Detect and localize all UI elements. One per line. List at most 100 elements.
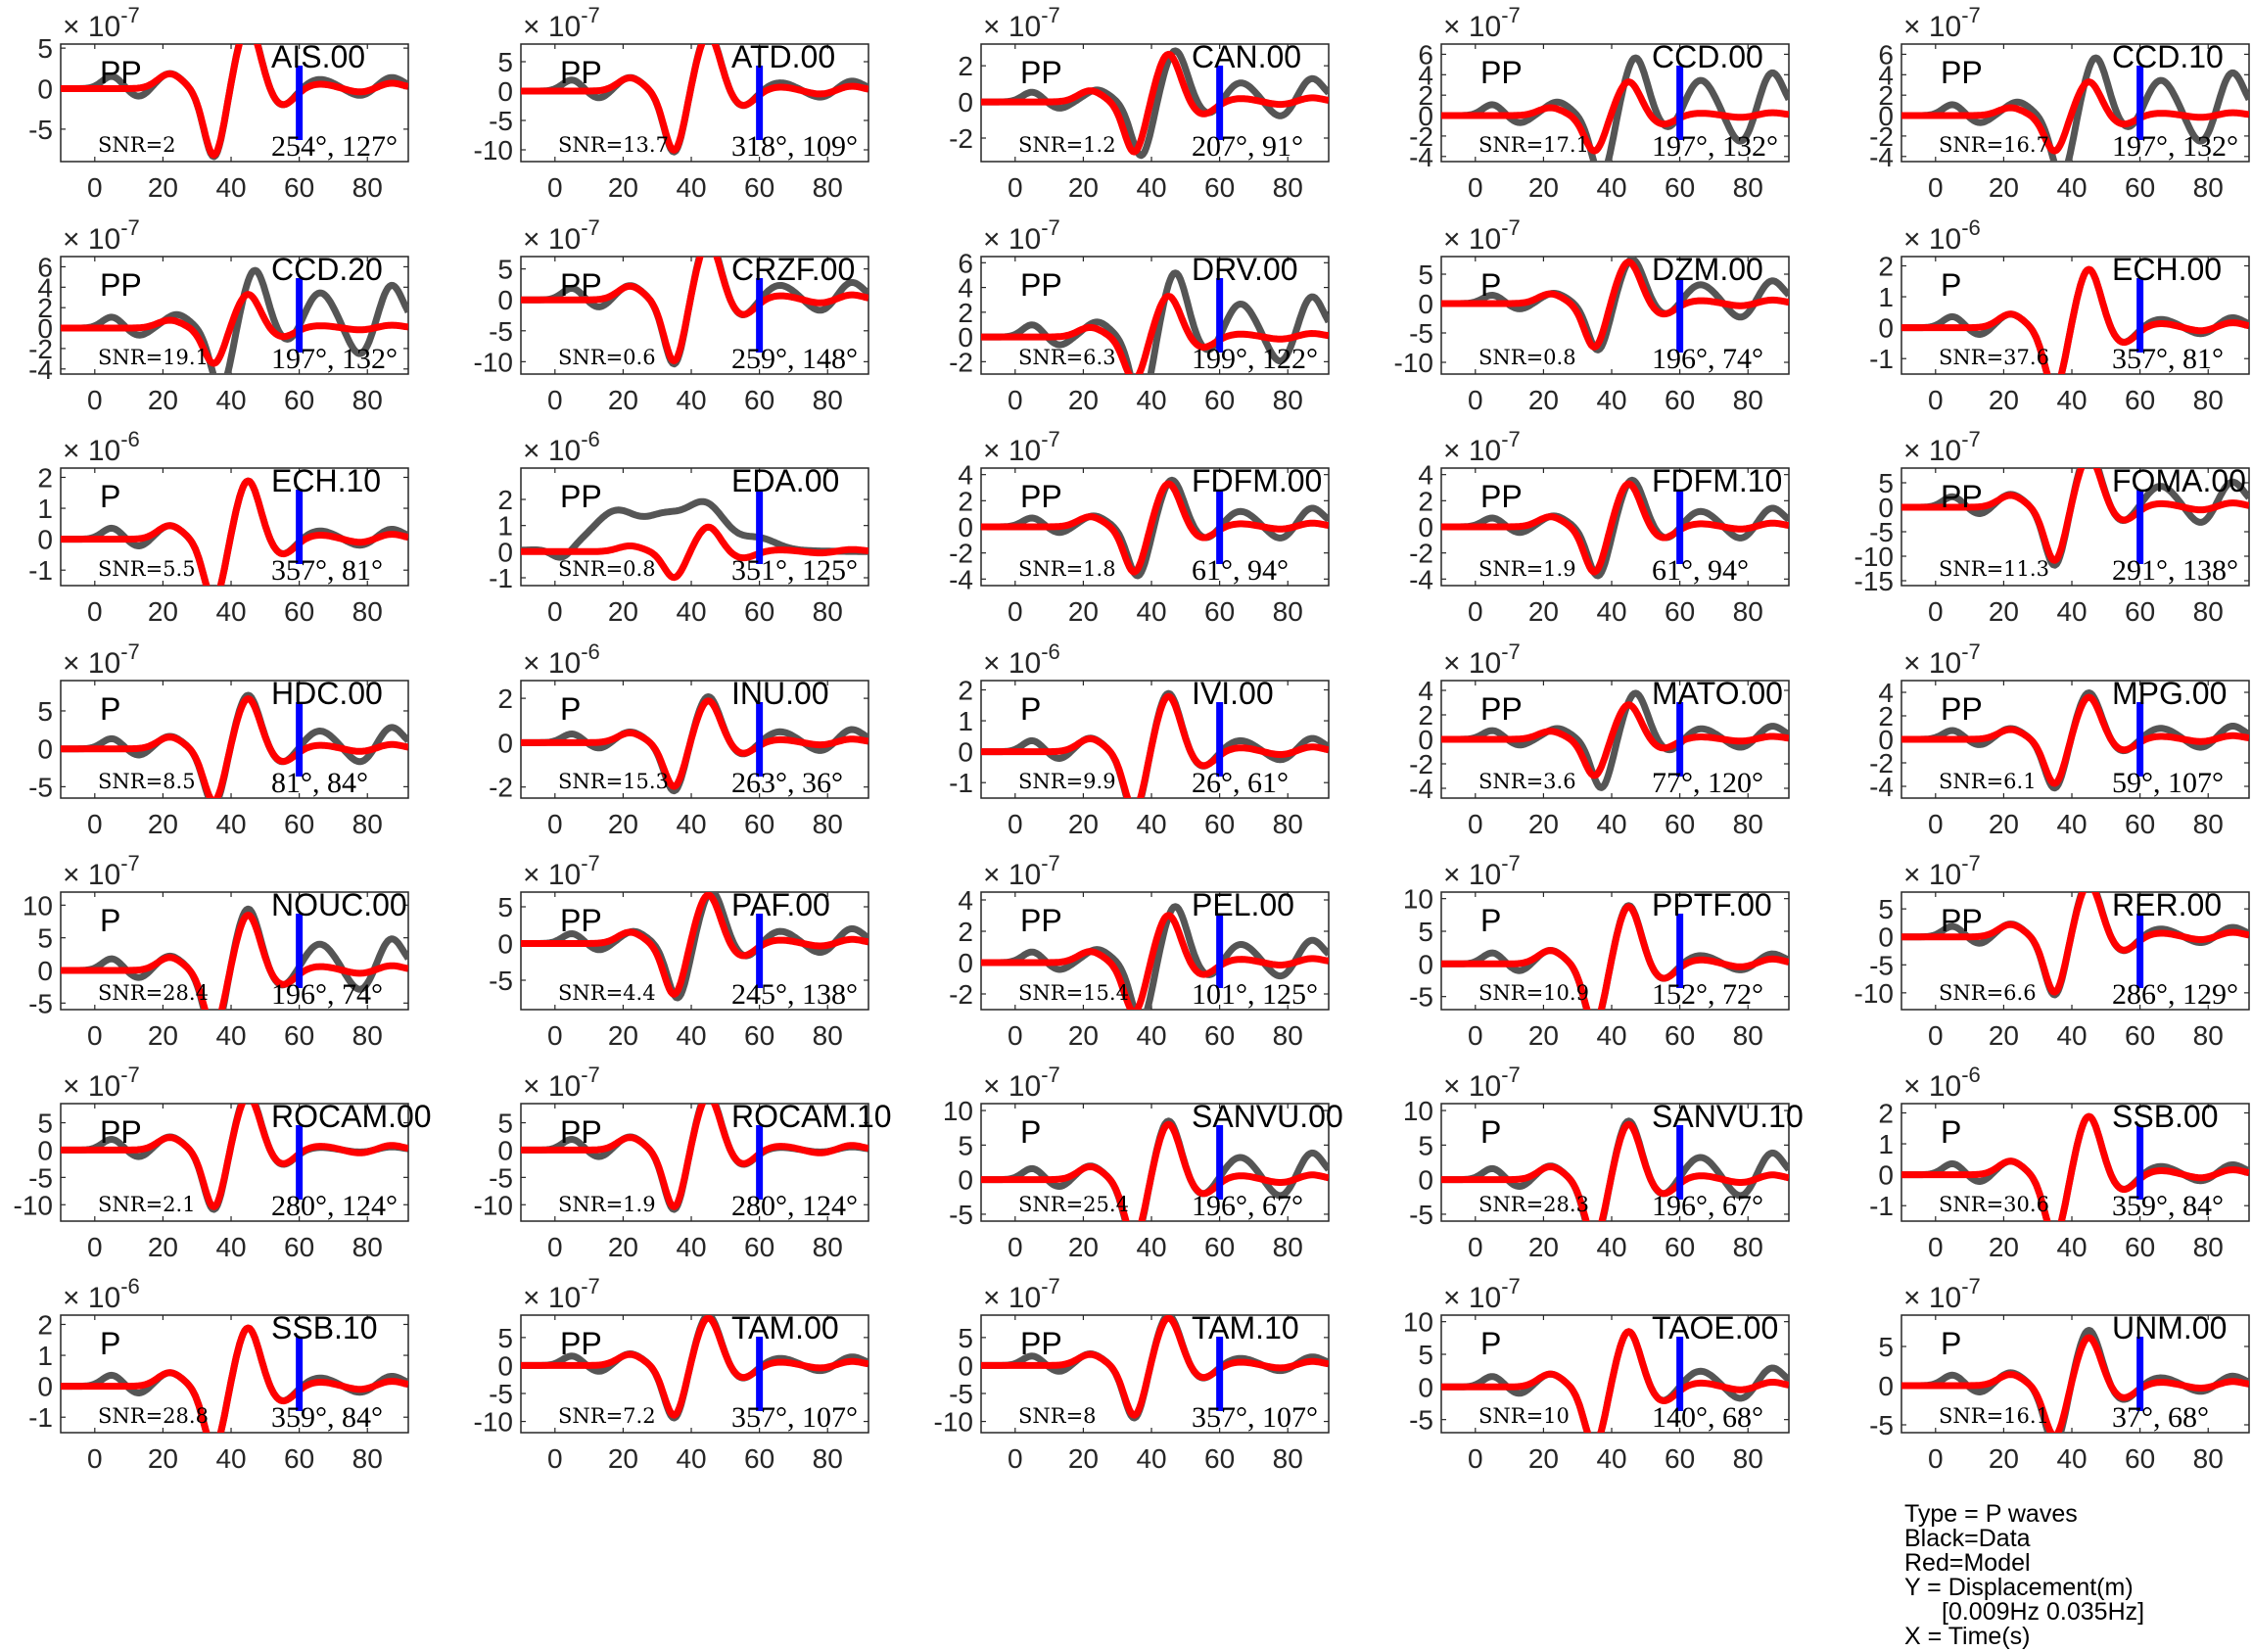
- phase-label: P: [1480, 903, 1501, 938]
- y-exponent-label: × 10-6: [523, 427, 600, 467]
- x-tick-label: 0: [1008, 385, 1023, 415]
- model-waveform: [521, 1315, 868, 1419]
- y-tick-label: 5: [497, 1109, 513, 1139]
- azimuth-label: 101°, 125°: [1192, 978, 1318, 1011]
- x-tick-label: 60: [1665, 1020, 1695, 1051]
- x-tick-label: 40: [676, 1232, 706, 1262]
- data-waveform: [61, 266, 408, 374]
- y-tick-label: 0: [497, 1135, 513, 1165]
- y-tick-label: 6: [958, 248, 973, 278]
- station-label: CAN.00: [1192, 39, 1301, 74]
- legend-line-1: Type = P waves: [1904, 1500, 2078, 1528]
- x-tick-label: 0: [87, 385, 103, 415]
- x-tick-label: 20: [1989, 172, 2019, 203]
- x-tick-label: 20: [1068, 596, 1099, 627]
- axes-frame: [1900, 43, 2250, 163]
- snr-label: SNR=8: [1018, 1404, 1097, 1428]
- snr-label: SNR=0.8: [558, 557, 656, 581]
- y-tick-label: 2: [958, 486, 973, 516]
- y-exponent-label: × 10-6: [983, 639, 1060, 680]
- x-tick-label: 40: [215, 1443, 246, 1474]
- y-exponent-label: × 10-7: [1903, 639, 1981, 680]
- x-tick-label: 60: [744, 1020, 774, 1051]
- y-tick-label: -10: [474, 1190, 513, 1220]
- x-tick-label: 80: [1733, 809, 1763, 839]
- snr-label: SNR=4.4: [558, 981, 656, 1005]
- x-tick-label: 0: [547, 385, 563, 415]
- y-tick-label: -5: [1409, 318, 1433, 349]
- x-tick-label: 60: [1204, 1020, 1235, 1051]
- y-tick-label: -2: [1869, 121, 1894, 152]
- snr-label: SNR=7.2: [558, 1404, 656, 1428]
- station-label: TAOE.00: [1652, 1310, 1778, 1345]
- y-tick-label: -5: [1409, 1200, 1433, 1230]
- y-exponent-label: × 10-7: [63, 639, 140, 680]
- x-tick-label: 20: [1989, 1443, 2019, 1474]
- x-tick-label: 60: [284, 172, 314, 203]
- x-tick-label: 80: [813, 385, 843, 415]
- y-tick-label: -10: [1394, 348, 1433, 378]
- axes-frame: [980, 680, 1330, 799]
- station-label: ECH.10: [271, 463, 381, 498]
- y-exponent-label: × 10-7: [523, 851, 600, 891]
- y-tick-label: 0: [37, 1372, 53, 1402]
- y-tick-label: 0: [1878, 725, 1894, 755]
- x-tick-label: 20: [1068, 1020, 1099, 1051]
- model-waveform: [1441, 1328, 1789, 1433]
- y-tick-label: -4: [949, 564, 973, 594]
- y-tick-label: -2: [1409, 539, 1433, 569]
- x-tick-label: 0: [547, 1232, 563, 1262]
- phase-label: P: [1941, 1326, 1961, 1361]
- azimuth-label: 286°, 129°: [2112, 978, 2238, 1011]
- model-waveform: [1901, 693, 2249, 787]
- y-tick-label: 2: [1878, 701, 1894, 732]
- x-tick-label: 20: [1068, 809, 1099, 839]
- x-tick-label: 40: [215, 809, 246, 839]
- azimuth-label: 196°, 67°: [1192, 1190, 1303, 1222]
- y-exponent-label: × 10-7: [523, 1274, 600, 1314]
- y-exponent-label: × 10-6: [63, 1274, 140, 1314]
- y-tick-label: -5: [489, 106, 513, 136]
- x-tick-label: 60: [1204, 809, 1235, 839]
- y-exponent-label: × 10-7: [63, 851, 140, 891]
- x-tick-label: 0: [1928, 1232, 1944, 1262]
- x-tick-label: 40: [215, 385, 246, 415]
- x-tick-label: 40: [1136, 1232, 1166, 1262]
- model-waveform: [1901, 892, 2249, 996]
- y-tick-label: -2: [949, 539, 973, 569]
- y-tick-label: 2: [497, 684, 513, 714]
- x-tick-label: 40: [1596, 809, 1626, 839]
- x-tick-label: 40: [2056, 172, 2087, 203]
- station-label: MPG.00: [2112, 676, 2227, 711]
- y-tick-label: -5: [489, 1379, 513, 1409]
- phase-label: PP: [1020, 1326, 1062, 1361]
- snr-label: SNR=16.1: [1939, 1404, 2049, 1428]
- x-tick-label: 20: [608, 1443, 638, 1474]
- x-tick-label: 60: [2125, 1020, 2155, 1051]
- y-tick-label: 5: [497, 1323, 513, 1353]
- phase-label: P: [1480, 1114, 1501, 1150]
- y-tick-label: 6: [1418, 39, 1433, 70]
- x-tick-label: 80: [2193, 1020, 2224, 1051]
- y-tick-label: -4: [1869, 142, 1894, 172]
- azimuth-label: 357°, 107°: [1192, 1401, 1318, 1434]
- x-tick-label: 80: [352, 1443, 383, 1474]
- phase-label: PP: [1020, 55, 1062, 90]
- model-waveform: [1901, 1112, 2249, 1221]
- x-tick-label: 20: [1528, 596, 1559, 627]
- x-tick-label: 0: [1928, 385, 1944, 415]
- phase-label: PP: [560, 1326, 602, 1361]
- y-tick-label: -5: [28, 772, 53, 802]
- snr-label: SNR=15.4: [1018, 981, 1129, 1005]
- azimuth-label: 196°, 74°: [271, 978, 383, 1011]
- snr-label: SNR=3.6: [1478, 770, 1576, 793]
- azimuth-label: 254°, 127°: [271, 130, 398, 163]
- station-label: FOMA.00: [2112, 463, 2246, 498]
- phase-label: PP: [1020, 903, 1062, 938]
- data-waveform: [981, 903, 1329, 1010]
- x-tick-label: 20: [1068, 1443, 1099, 1474]
- y-tick-label: -2: [1869, 748, 1894, 779]
- y-tick-label: -5: [28, 115, 53, 145]
